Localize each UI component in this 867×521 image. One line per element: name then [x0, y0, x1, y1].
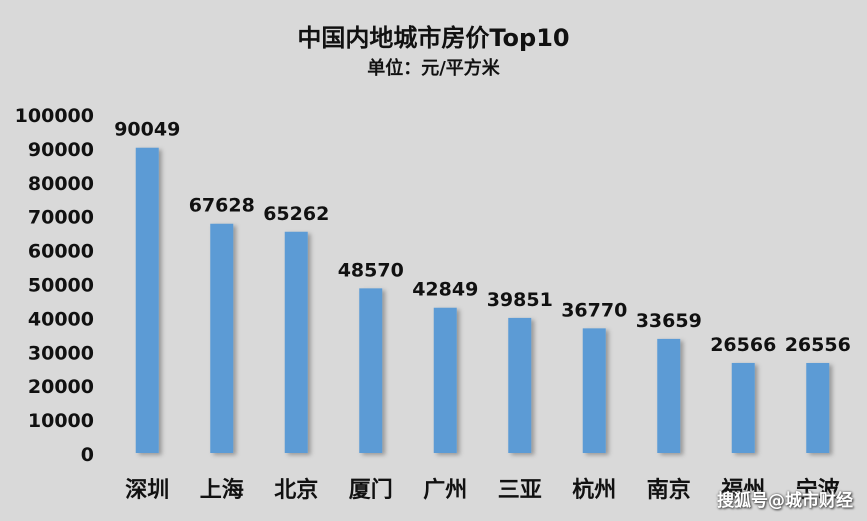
bar [359, 288, 383, 453]
bar [731, 362, 755, 453]
x-tick-label: 南京 [647, 477, 691, 503]
watermark: 搜狐号@城市财经 [717, 491, 853, 511]
bar-series [135, 147, 830, 453]
x-tick-label: 宁波 [796, 477, 841, 503]
x-tick-label: 三亚 [498, 478, 542, 503]
y-tick-label: 0 [81, 444, 94, 466]
x-tick-label: 北京 [274, 477, 318, 503]
bar [657, 338, 681, 453]
data-label: 65262 [263, 203, 329, 225]
y-tick-label: 80000 [28, 173, 94, 195]
data-label: 26566 [710, 334, 776, 356]
data-label: 67628 [189, 195, 255, 217]
y-tick-label: 40000 [28, 308, 94, 330]
y-tick-label: 30000 [28, 342, 94, 364]
x-tick-label: 厦门 [349, 477, 393, 503]
chart-title: 中国内地城市房价Top10 [297, 24, 570, 52]
data-label: 90049 [114, 119, 180, 141]
bar [806, 362, 830, 453]
y-tick-label: 100000 [15, 105, 94, 127]
bar [210, 223, 234, 453]
y-tick-label: 70000 [28, 207, 94, 229]
bar [135, 147, 159, 453]
bar [433, 307, 457, 453]
bar [582, 328, 606, 453]
x-tick-label: 杭州 [572, 477, 616, 503]
y-tick-label: 90000 [28, 139, 94, 161]
data-label: 26556 [785, 334, 851, 356]
data-label: 48570 [338, 259, 404, 281]
x-tick-label: 福州 [720, 478, 765, 503]
x-axis: 深圳 上海 北京 厦门 广州 三亚 杭州 南京 福州 宁波 [125, 477, 841, 503]
chart-subtitle: 单位：元/平方米 [367, 58, 500, 79]
y-tick-label: 60000 [28, 241, 94, 263]
x-tick-label: 上海 [200, 477, 244, 503]
bar [284, 231, 308, 453]
x-tick-label: 广州 [423, 477, 467, 503]
x-tick-label: 深圳 [125, 478, 169, 503]
y-tick-label: 50000 [28, 275, 94, 297]
data-label: 42849 [412, 279, 478, 301]
bar [508, 317, 532, 453]
y-tick-label: 10000 [28, 410, 94, 432]
data-labels: 90049 67628 65262 48570 42849 39851 36770 33659… [114, 119, 851, 356]
y-tick-label: 20000 [28, 376, 94, 398]
data-label: 36770 [561, 299, 627, 321]
data-label: 39851 [487, 289, 553, 311]
data-label: 33659 [636, 310, 702, 332]
y-axis: 0 10000 20000 30000 40000 50000 60000 70000 8000… [15, 105, 94, 466]
